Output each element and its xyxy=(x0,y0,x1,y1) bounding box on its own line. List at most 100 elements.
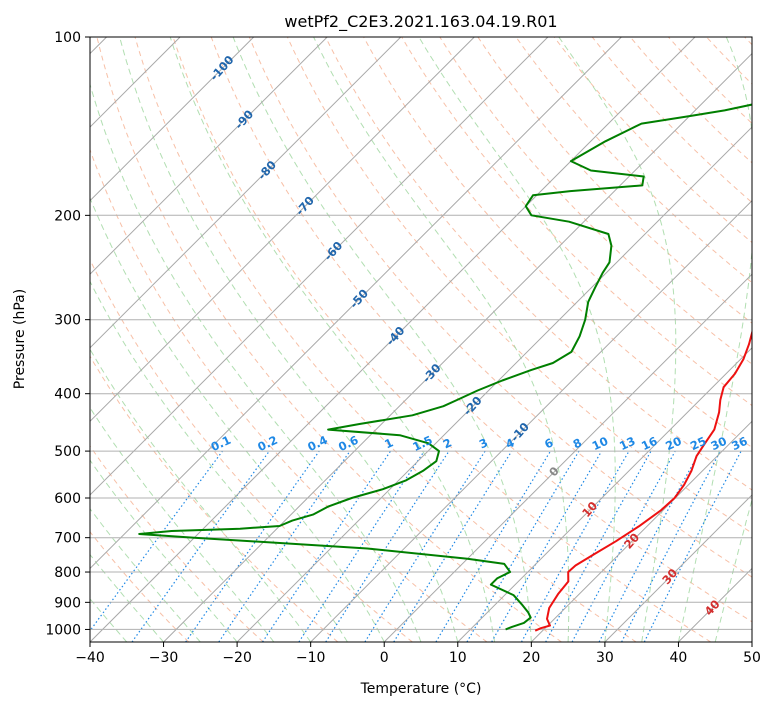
mixing-ratio-line xyxy=(90,450,223,632)
moist-adiabat xyxy=(90,82,422,642)
moist-adiabat xyxy=(558,37,677,642)
y-axis: 100 200 300 400 500 600 700 800 900 1000 xyxy=(45,30,90,638)
x-tick-label: −40 xyxy=(75,650,105,666)
mixing-ratio-line xyxy=(325,450,450,642)
moist-adiabat xyxy=(677,37,752,642)
mixing-ratio-label: 30 xyxy=(708,434,728,453)
mixing-ratio-label: 6 xyxy=(542,435,555,451)
chart-title: wetPf2_C2E3.2021.163.04.19.R01 xyxy=(284,12,557,32)
x-axis-label: Temperature (°C) xyxy=(360,681,482,697)
moist-adiabat xyxy=(119,37,459,642)
moist-adiabat xyxy=(90,406,275,642)
dry-adiabat xyxy=(439,37,752,365)
dry-adiabat xyxy=(90,531,190,642)
dry-adiabat xyxy=(744,37,752,46)
x-tick-label: 40 xyxy=(670,650,688,666)
dry-adiabat xyxy=(96,37,562,642)
moist-adiabat xyxy=(90,196,385,642)
isotherm xyxy=(90,37,622,570)
x-tick-label: 30 xyxy=(596,650,614,666)
dry-adiabat xyxy=(134,37,637,642)
y-tick-label: 1000 xyxy=(45,622,81,638)
x-tick-label: 0 xyxy=(380,650,389,666)
moist-adiabat xyxy=(169,37,496,642)
x-tick-label: −10 xyxy=(296,650,326,666)
isotherm xyxy=(90,37,696,642)
mixing-ratio-line xyxy=(435,450,552,642)
moist-adiabat xyxy=(90,348,312,642)
mixing-ratio-label: 10 xyxy=(590,434,610,453)
y-tick-label: 800 xyxy=(54,565,81,581)
dry-adiabat xyxy=(401,37,752,407)
mixing-ratio-line xyxy=(520,450,630,642)
x-tick-label: 50 xyxy=(743,650,761,666)
dry-adiabat xyxy=(248,37,752,578)
mixing-ratio-line xyxy=(131,450,270,642)
dry-adiabat xyxy=(668,37,752,125)
moist-adiabat xyxy=(232,37,532,642)
moist-adiabat xyxy=(90,507,201,642)
grid-lines xyxy=(90,37,752,642)
isotherm xyxy=(678,567,752,642)
dry-adiabat xyxy=(477,37,752,324)
dry-adiabat xyxy=(90,355,339,642)
dry-adiabat xyxy=(172,37,712,642)
dry-adiabat xyxy=(553,37,752,244)
x-tick-label: 10 xyxy=(449,650,467,666)
isotherm xyxy=(90,37,328,275)
series-lines xyxy=(138,103,752,632)
moist-adiabat xyxy=(90,459,238,642)
dry-adiabat xyxy=(90,148,488,642)
isotherm xyxy=(90,37,402,349)
mixing-ratio-line xyxy=(218,450,351,642)
x-tick-label: 20 xyxy=(522,650,540,666)
dry-adiabat xyxy=(706,37,752,85)
series-line-0 xyxy=(534,329,752,632)
y-tick-label: 500 xyxy=(54,444,81,460)
ice-temp-label: -100 xyxy=(207,53,237,84)
dry-adiabat xyxy=(90,258,413,642)
isotherm xyxy=(530,420,752,642)
dry-adiabat xyxy=(591,37,752,204)
y-tick-label: 200 xyxy=(54,208,81,224)
mixing-ratio-label: 16 xyxy=(639,434,659,453)
mixing-ratio-line xyxy=(364,450,486,642)
series-line-1 xyxy=(138,103,752,631)
mixing-ratio-line xyxy=(466,450,580,642)
mixing-ratio-label: 13 xyxy=(617,434,637,453)
isotherm xyxy=(90,37,255,202)
isotherm xyxy=(310,199,752,642)
mixing-ratio-label: 2 xyxy=(441,435,454,451)
isotherm xyxy=(383,273,752,642)
isotherm xyxy=(457,347,752,642)
mixing-ratio-line xyxy=(393,450,513,642)
mixing-ratio-line xyxy=(262,450,392,642)
mixing-ratio-line xyxy=(185,450,320,642)
y-tick-label: 600 xyxy=(54,491,81,507)
isotherm xyxy=(236,126,752,642)
y-axis-label: Pressure (hPa) xyxy=(12,289,28,389)
dry-adiabat xyxy=(629,37,752,164)
moist-adiabat xyxy=(714,497,752,642)
mixing-ratio-line xyxy=(571,450,676,642)
y-tick-label: 900 xyxy=(54,595,81,611)
mixing-ratio-label: 36 xyxy=(729,434,749,453)
mixing-ratio-line xyxy=(598,450,701,642)
moist-adiabat xyxy=(418,37,616,642)
dry-adiabat xyxy=(515,37,752,284)
mixing-ratio-label: 25 xyxy=(688,434,708,453)
mixing-ratio-label: 3 xyxy=(477,435,490,451)
isotherm xyxy=(90,37,549,496)
y-tick-label: 300 xyxy=(54,313,81,329)
y-tick-label: 400 xyxy=(54,387,81,403)
background-lines xyxy=(90,37,752,642)
mixing-ratio-label: 8 xyxy=(571,435,584,451)
isotherm xyxy=(90,37,475,423)
mixing-ratio-line xyxy=(545,450,652,642)
mixing-ratio-line xyxy=(298,450,425,642)
isotherm xyxy=(163,52,752,642)
dry-adiabat xyxy=(210,37,752,623)
x-axis: −40 −30 −20 −10 0 10 20 30 40 50 xyxy=(75,642,761,666)
y-tick-label: 100 xyxy=(54,30,81,46)
